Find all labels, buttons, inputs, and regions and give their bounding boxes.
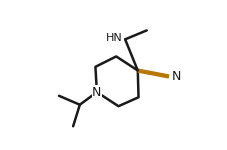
Text: N: N (171, 70, 180, 83)
Text: N: N (92, 86, 101, 99)
Text: HN: HN (106, 33, 122, 43)
